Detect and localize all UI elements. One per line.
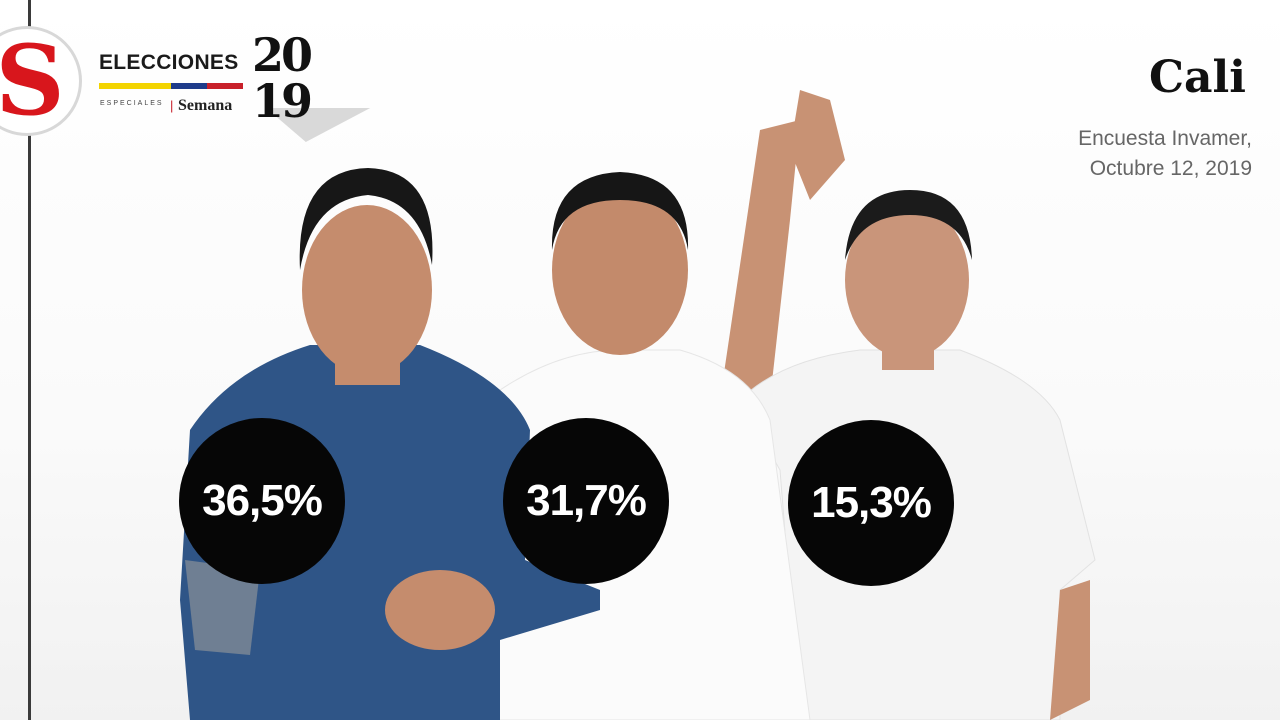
candidate-1-percent-bubble: 36,5% xyxy=(179,418,345,584)
source-line: Encuesta Invamer, xyxy=(1078,127,1252,150)
city-title: Cali xyxy=(1149,52,1246,103)
series-year: 20 19 xyxy=(252,28,313,128)
candidate-2-percent-bubble: 31,7% xyxy=(503,418,669,584)
divider: | xyxy=(170,98,174,113)
poll-source: Encuesta Invamer, Octubre 12, 2019 xyxy=(1078,124,1252,184)
series-title: ELECCIONES xyxy=(99,51,239,74)
source-date: Octubre 12, 2019 xyxy=(1089,157,1252,180)
vertical-rule xyxy=(28,0,31,720)
especiales-label: ESPECIALES xyxy=(100,100,164,107)
publisher-name: Semana xyxy=(178,97,233,114)
colombia-flag-bar xyxy=(99,83,243,89)
candidate-3-percent-bubble: 15,3% xyxy=(788,420,954,586)
